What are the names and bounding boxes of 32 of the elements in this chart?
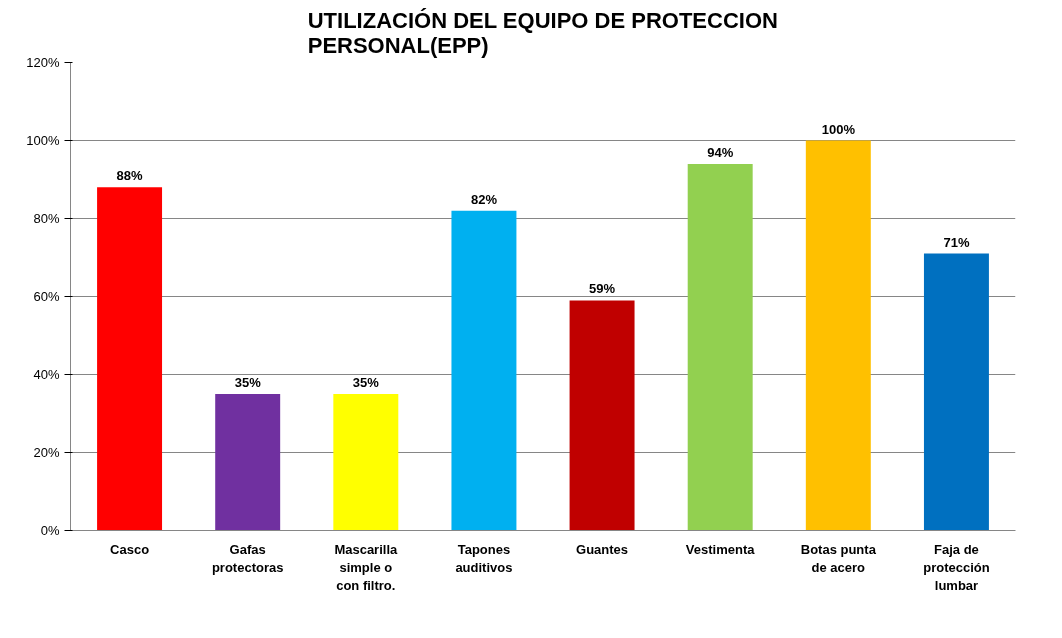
data-label: 100% — [821, 121, 856, 137]
y-tick-label: 100% — [26, 133, 60, 148]
y-tick-label: 40% — [33, 367, 60, 382]
x-tick-label: Vestimenta — [685, 541, 756, 557]
bar — [569, 300, 635, 531]
x-tick-label: Tapones auditivos — [455, 541, 513, 575]
x-tick-label: Faja de protección lumbar — [923, 541, 990, 593]
y-tick-label: 120% — [26, 55, 60, 70]
bar — [923, 253, 989, 531]
x-tick-label: Gafas protectoras — [211, 541, 284, 575]
data-label: 35% — [352, 375, 380, 390]
chart-title: UTILIZACIÓN DEL EQUIPO DE PROTECCION PERSONAL(EPP) — [307, 7, 778, 58]
data-label: 59% — [589, 281, 616, 297]
bar — [687, 163, 753, 531]
bar — [215, 394, 281, 531]
x-tick-label: Mascarilla simple o con filtro. — [334, 541, 399, 593]
bar — [805, 140, 871, 531]
data-label: 35% — [234, 375, 262, 390]
y-tick-label: 80% — [33, 211, 60, 226]
y-tick-label: 20% — [33, 445, 60, 460]
data-label: 71% — [943, 234, 970, 250]
y-tick-label: 60% — [33, 289, 60, 304]
y-tick-label: 0% — [40, 523, 60, 538]
bar — [97, 187, 163, 531]
data-label: 82% — [470, 191, 498, 207]
bar — [333, 394, 399, 531]
data-label: 88% — [116, 168, 144, 184]
data-label: 94% — [707, 144, 734, 160]
x-tick-label: Casco — [110, 541, 150, 557]
bar — [451, 210, 517, 531]
x-tick-label: Guantes — [576, 541, 629, 557]
x-tick-label: Botas punta de acero — [800, 541, 877, 575]
